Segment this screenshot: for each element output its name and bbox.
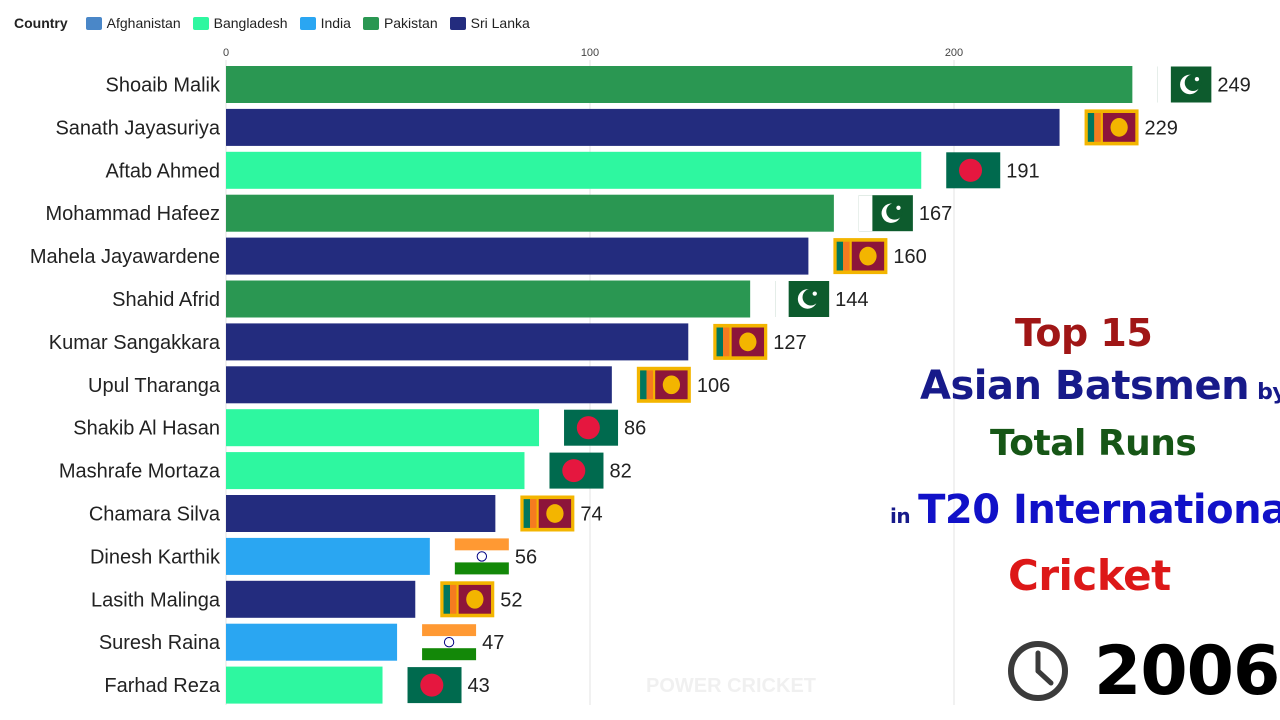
value-label: 106 <box>697 375 730 397</box>
country-flag-icon <box>454 538 509 575</box>
value-label: 167 <box>919 203 952 225</box>
country-flag-icon <box>549 452 604 489</box>
chart-title: Top 15 Asian Batsmen by Total Runs in T20 … <box>880 305 1280 615</box>
country-flag-icon <box>636 366 691 403</box>
value-label: 144 <box>835 289 868 311</box>
year-indicator: 2006 <box>1006 631 1280 711</box>
legend-title: Country <box>14 15 68 31</box>
value-label: 191 <box>1006 160 1039 182</box>
title-main: Asian Batsmen <box>920 363 1250 409</box>
value-label: 249 <box>1217 75 1250 97</box>
country-flag-icon <box>564 409 619 446</box>
legend-label: India <box>320 15 351 31</box>
country-flag-icon <box>858 195 913 232</box>
legend-item-india[interactable]: India <box>299 15 351 31</box>
category-label: Aftab Ahmed <box>105 160 220 182</box>
legend-item-bangladesh[interactable]: Bangladesh <box>192 15 288 31</box>
bar <box>226 666 383 704</box>
bar <box>226 151 922 189</box>
title-line-3: Total Runs <box>990 423 1197 464</box>
country-flag-icon <box>1084 109 1139 146</box>
category-label: Mohammad Hafeez <box>45 203 220 225</box>
category-label: Suresh Raina <box>99 632 221 654</box>
legend-swatch <box>85 16 102 30</box>
legend-swatch <box>362 16 379 30</box>
category-label: Dinesh Karthik <box>90 546 221 568</box>
title-connector: in <box>890 504 911 528</box>
legend-label: Afghanistan <box>106 15 181 31</box>
value-label: 229 <box>1145 117 1178 139</box>
country-flag-icon <box>407 667 462 704</box>
category-label: Shahid Afrid <box>112 289 220 311</box>
category-label: Upul Tharanga <box>88 375 221 397</box>
legend-swatch <box>192 16 209 30</box>
legend-label: Sri Lanka <box>470 15 530 31</box>
legend-swatch <box>299 16 316 30</box>
bar <box>226 108 1060 146</box>
legend-swatch <box>449 16 466 30</box>
bar <box>226 237 809 275</box>
country-flag-icon <box>833 238 888 275</box>
bar <box>226 194 834 232</box>
title-line-2: Asian Batsmen by <box>920 363 1280 409</box>
bar <box>226 537 430 575</box>
value-label: 56 <box>515 546 537 568</box>
bar <box>226 409 540 447</box>
category-label: Shoaib Malik <box>105 75 221 97</box>
category-label: Mashrafe Mortaza <box>59 461 221 483</box>
category-label: Kumar Sangakkara <box>49 332 221 354</box>
x-tick-label: 0 <box>223 47 229 59</box>
value-label: 52 <box>500 589 522 611</box>
legend-label: Bangladesh <box>213 15 288 31</box>
title-main: T20 International <box>918 487 1280 533</box>
watermark: POWER CRICKET <box>646 675 816 697</box>
bar <box>226 366 612 404</box>
bar <box>226 323 689 361</box>
bar <box>226 495 496 532</box>
value-label: 82 <box>609 461 631 483</box>
bar <box>226 452 525 490</box>
country-flag-icon <box>946 152 1001 189</box>
country-flag-icon <box>775 281 830 317</box>
clock-icon <box>1008 641 1068 701</box>
value-label: 43 <box>468 675 490 697</box>
title-connector: by <box>1257 380 1280 405</box>
category-label: Chamara Silva <box>89 504 221 526</box>
value-label: 160 <box>893 246 926 268</box>
country-flag-icon <box>713 323 768 360</box>
bar <box>226 280 751 318</box>
bar <box>226 580 416 618</box>
bar <box>226 623 398 661</box>
category-label: Farhad Reza <box>104 675 220 697</box>
legend: Country Afghanistan Bangladesh India Pak… <box>14 13 542 33</box>
value-label: 127 <box>773 332 806 354</box>
value-label: 47 <box>482 632 504 654</box>
legend-item-afghanistan[interactable]: Afghanistan <box>85 15 181 31</box>
legend-item-sri-lanka[interactable]: Sri Lanka <box>449 15 530 31</box>
category-label: Lasith Malinga <box>91 589 221 611</box>
title-line-4: in T20 International <box>890 487 1280 533</box>
category-label: Sanath Jayasuriya <box>55 117 220 139</box>
title-line-5: Cricket <box>1008 551 1171 600</box>
category-label: Mahela Jayawardene <box>30 246 220 268</box>
value-label: 86 <box>624 418 646 440</box>
bar <box>226 66 1133 103</box>
year-label: 2006 <box>1094 631 1280 711</box>
country-flag-icon <box>440 581 495 618</box>
country-flag-icon <box>422 624 477 661</box>
category-label: Shakib Al Hasan <box>73 418 220 440</box>
x-tick-label: 100 <box>581 47 599 59</box>
x-tick-label: 200 <box>945 47 963 59</box>
legend-item-pakistan[interactable]: Pakistan <box>362 15 438 31</box>
country-flag-icon <box>1157 66 1212 103</box>
title-line-1: Top 15 <box>1015 311 1153 355</box>
legend-label: Pakistan <box>383 15 438 31</box>
value-label: 74 <box>580 504 602 526</box>
country-flag-icon <box>520 495 575 532</box>
